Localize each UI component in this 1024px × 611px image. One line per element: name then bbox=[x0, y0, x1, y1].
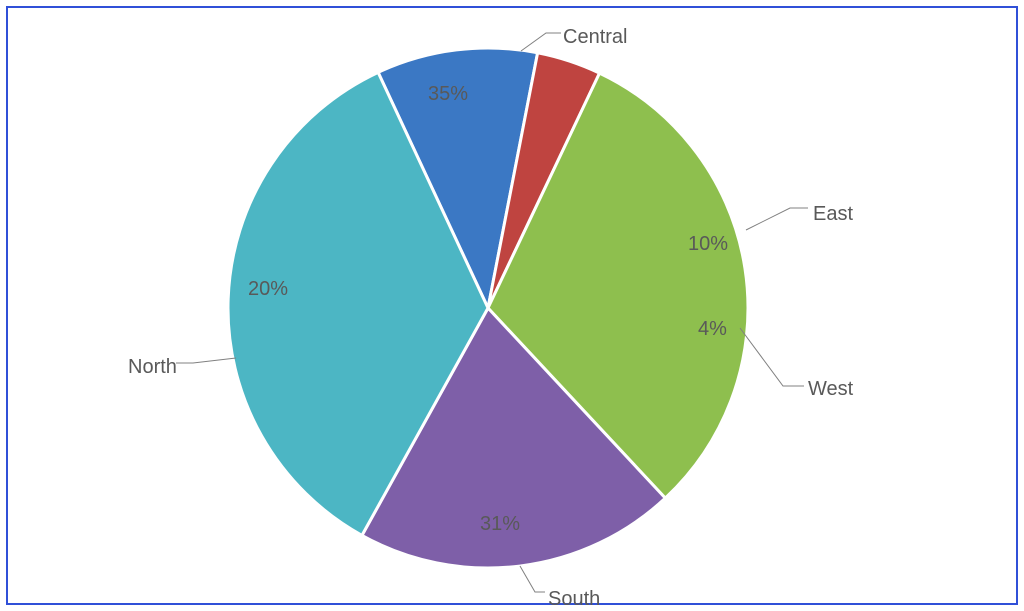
pct-label-west: 4% bbox=[698, 318, 727, 341]
pct-label-central: 35% bbox=[428, 83, 468, 106]
leader-line-west bbox=[740, 328, 804, 386]
name-label-east: East bbox=[813, 203, 853, 226]
name-label-west: West bbox=[808, 378, 853, 401]
pct-label-north: 20% bbox=[248, 278, 288, 301]
leader-line-north bbox=[176, 358, 236, 363]
leader-line-east bbox=[746, 208, 808, 230]
pct-label-south: 31% bbox=[480, 513, 520, 536]
name-label-south: South bbox=[548, 588, 600, 611]
name-label-north: North bbox=[128, 356, 177, 379]
chart-frame: 10%East4%West31%South20%North35%Central bbox=[6, 6, 1018, 605]
leader-line-south bbox=[520, 566, 545, 592]
pct-label-east: 10% bbox=[688, 233, 728, 256]
leader-line-central bbox=[521, 33, 561, 51]
name-label-central: Central bbox=[563, 26, 627, 49]
